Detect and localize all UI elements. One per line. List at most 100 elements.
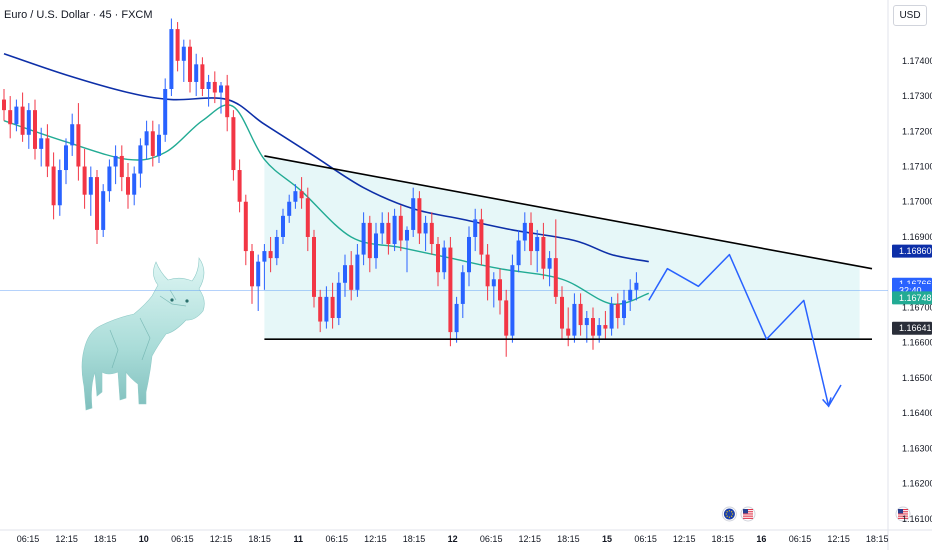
candle-body xyxy=(175,29,180,61)
candle-body xyxy=(51,166,56,206)
price-axis[interactable]: 1.17400 1.17300 1.17200 1.17100 1.17000 1.169… xyxy=(902,56,932,524)
candle-body xyxy=(591,318,595,336)
price-tick-label: 1.17000 xyxy=(902,197,932,207)
candle-body xyxy=(157,134,161,156)
candle-body xyxy=(2,99,6,111)
candle xyxy=(392,208,397,252)
time-tick-label: 18:15 xyxy=(557,534,580,544)
price-tick-label: 1.16300 xyxy=(902,443,932,453)
eu-event-icon[interactable] xyxy=(721,506,737,522)
candle xyxy=(498,268,502,315)
candle xyxy=(522,212,527,252)
candle-body xyxy=(243,201,248,252)
candle xyxy=(200,57,205,97)
time-tick-label: 18:15 xyxy=(94,534,117,544)
candle xyxy=(367,215,372,273)
candle-body xyxy=(448,247,453,333)
candle-body xyxy=(95,177,99,230)
candle xyxy=(584,310,589,343)
candle-body xyxy=(386,222,391,245)
symbol-title[interactable]: Euro / U.S. Dollar · 45 · FXCM xyxy=(4,9,153,21)
candle xyxy=(336,272,341,326)
candle xyxy=(212,71,217,104)
candle xyxy=(615,293,620,329)
price-tag-label: 32:40 xyxy=(899,286,922,296)
candle xyxy=(82,148,87,209)
triangle-upper-line[interactable] xyxy=(264,155,873,270)
candle xyxy=(361,212,366,266)
candle-body xyxy=(256,261,261,287)
candle-body xyxy=(547,258,552,269)
price-tick-label: 1.16200 xyxy=(902,479,932,489)
candle xyxy=(609,296,614,336)
candle xyxy=(386,212,391,255)
candle xyxy=(529,212,533,266)
candle-body xyxy=(361,222,366,255)
candle-body xyxy=(76,124,81,167)
candle xyxy=(39,127,44,167)
candle xyxy=(163,78,168,142)
candle xyxy=(541,222,546,280)
candle xyxy=(622,289,626,326)
candle xyxy=(126,162,130,209)
candle-body xyxy=(467,236,471,273)
candle xyxy=(138,138,143,188)
candle xyxy=(26,103,31,149)
time-axis[interactable]: 06:15 12:15 18:15 10 06:15 12:15 18:15 11 06:15 1… xyxy=(17,534,889,544)
candle-body xyxy=(150,131,155,156)
candle-body xyxy=(82,166,87,195)
time-tick-label: 18:15 xyxy=(248,534,271,544)
candle-body xyxy=(293,191,298,202)
candle xyxy=(578,293,583,336)
candle xyxy=(250,244,254,304)
candle-body xyxy=(541,236,546,269)
candle-body xyxy=(367,222,372,259)
candle-body xyxy=(392,215,397,245)
candle-body xyxy=(454,303,459,333)
candle xyxy=(20,92,25,142)
currency-button[interactable]: USD xyxy=(893,5,927,26)
candle xyxy=(510,254,515,343)
candle xyxy=(572,293,577,343)
candle xyxy=(45,124,50,178)
us-flag-icon[interactable] xyxy=(740,506,756,522)
candle xyxy=(411,187,416,237)
price-tick-label: 1.17100 xyxy=(902,162,932,172)
candle-body xyxy=(107,166,112,192)
price-tick-label: 1.17400 xyxy=(902,56,932,66)
price-tag-label: 1.16860 xyxy=(899,246,932,256)
candle-body xyxy=(442,247,447,273)
candle xyxy=(603,310,608,340)
candle-body xyxy=(250,251,254,287)
candle-body xyxy=(163,88,168,135)
candle-body xyxy=(64,145,68,171)
candle xyxy=(256,254,261,311)
candle-body xyxy=(380,222,385,234)
candle xyxy=(423,215,428,252)
candle xyxy=(553,219,558,304)
candle xyxy=(157,124,161,163)
time-tick-label: 12:15 xyxy=(364,534,387,544)
candle xyxy=(504,289,509,357)
candle-body xyxy=(8,110,13,125)
price-tick-label: 1.16500 xyxy=(902,373,932,383)
candle xyxy=(460,265,465,319)
time-tick-label: 15 xyxy=(602,534,612,544)
candle xyxy=(398,205,403,252)
candle-body xyxy=(603,325,608,329)
candle-body xyxy=(584,318,589,326)
time-tick-label: 12:15 xyxy=(519,534,542,544)
candle xyxy=(479,208,484,266)
candle-body xyxy=(144,131,149,146)
candle-body xyxy=(287,201,292,216)
candle xyxy=(2,88,6,121)
candle-body xyxy=(411,198,416,230)
price-tag: 1.16748 xyxy=(892,291,932,305)
candle-body xyxy=(615,303,620,319)
candle-body xyxy=(45,138,50,167)
us-flag-icon-2[interactable] xyxy=(895,506,911,522)
candle-body xyxy=(330,296,335,319)
projection-path[interactable] xyxy=(648,253,842,407)
candle xyxy=(429,212,434,255)
